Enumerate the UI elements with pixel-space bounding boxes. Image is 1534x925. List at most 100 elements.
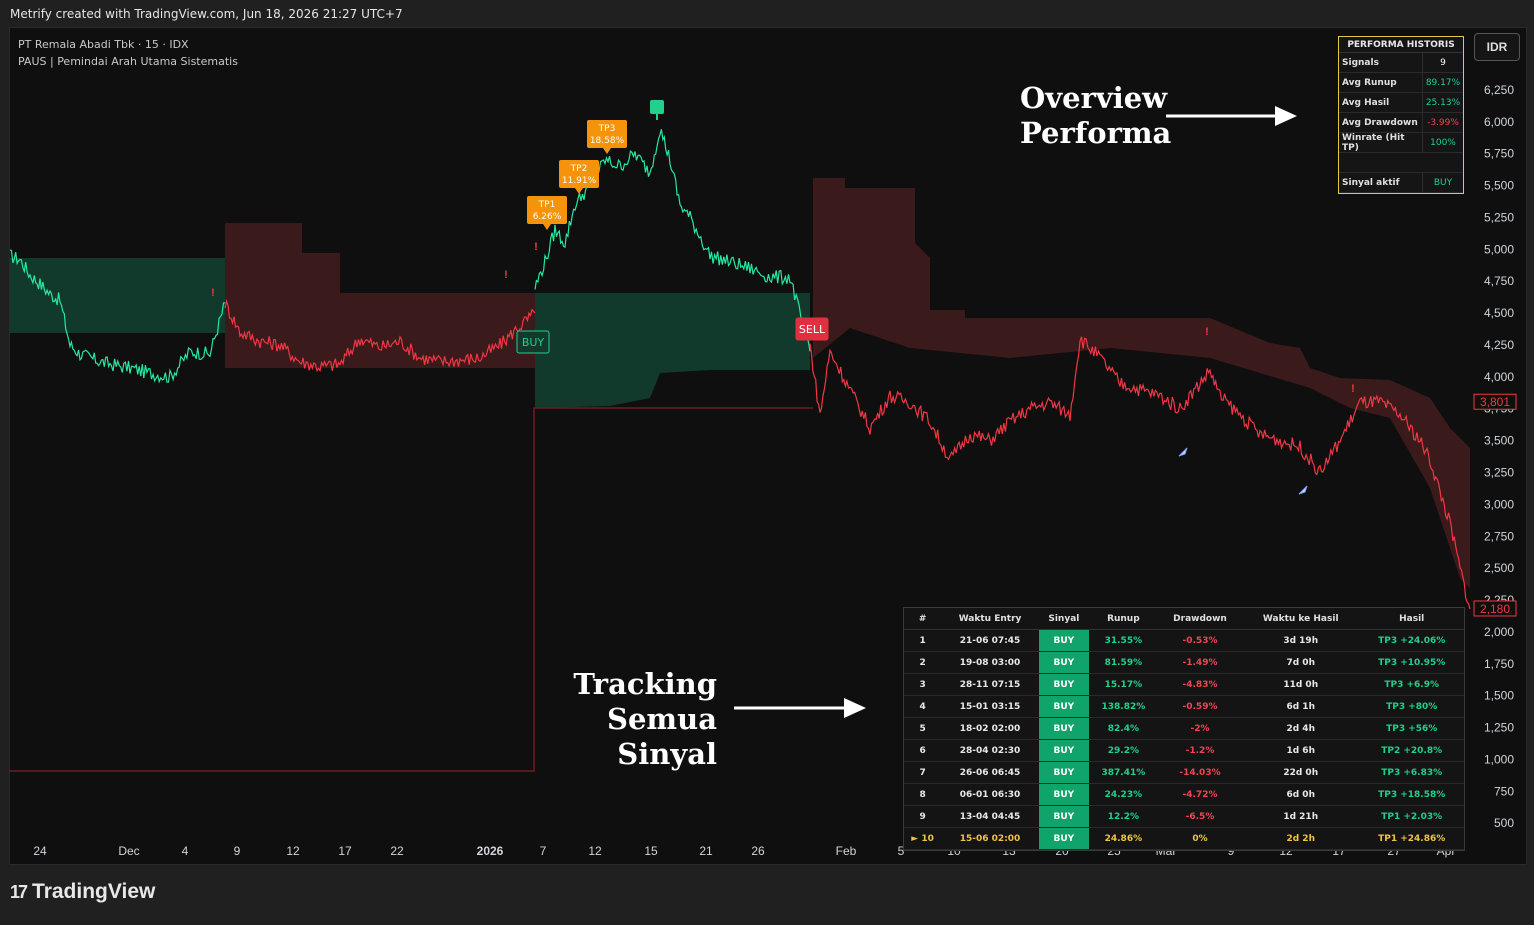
x-tick-label: Feb <box>836 844 857 858</box>
x-tick-label: 4 <box>182 844 189 858</box>
take-profit-pointer <box>603 148 611 154</box>
tracker-cell-result: TP1 +24.86% <box>1359 827 1464 850</box>
sell-signal-marker <box>795 317 829 341</box>
last-price-label: 2,180 <box>1480 602 1510 616</box>
x-tick-label: 12 <box>588 844 602 858</box>
warning-mark: ! <box>534 241 538 253</box>
tracker-cell-signal: BUY <box>1038 717 1089 740</box>
x-tick-label: 5 <box>898 844 905 858</box>
symbol-label[interactable]: PT Remala Abadi Tbk · 15 · IDX <box>18 38 189 51</box>
tradingview-logo-icon: 17 <box>10 881 28 902</box>
x-tick-label: 22 <box>390 844 404 858</box>
performance-value: 89.17% <box>1425 77 1461 88</box>
active-signal-row: Sinyal aktif BUY <box>1339 173 1463 193</box>
tracker-cell-time: 1d 6h <box>1242 739 1360 762</box>
chart-legend: PT Remala Abadi Tbk · 15 · IDX PAUS | Pe… <box>18 36 238 70</box>
tracker-cell-result: TP3 +24.06% <box>1359 629 1464 652</box>
tracker-cell-entry: 26-06 06:45 <box>941 761 1039 784</box>
x-tick-label: 15 <box>644 844 658 858</box>
tracker-cell-drawdown: -14.03% <box>1157 761 1243 784</box>
price-series-bull-2 <box>534 129 811 352</box>
tradingview-logo[interactable]: 17 TradingView <box>10 880 155 904</box>
overview-line-2: Performa <box>1020 116 1172 150</box>
take-profit-name: TP3 <box>598 124 616 134</box>
y-tick-label: 500 <box>1494 816 1514 830</box>
performance-label: Avg Runup <box>1339 73 1423 92</box>
stop-line <box>10 407 813 772</box>
performance-panel: PERFORMA HISTORIS Signals 9 Avg Runup 89.17… <box>1338 36 1464 194</box>
y-tick-label: 5,250 <box>1484 210 1514 224</box>
tradingview-logo-text: TradingView <box>32 880 156 903</box>
tracker-cell-drawdown: -2% <box>1157 717 1243 740</box>
tracker-cell-time: 3d 19h <box>1242 629 1360 652</box>
tracker-cell-time: 2d 4h <box>1242 717 1360 740</box>
tracker-cell-runup: 81.59% <box>1088 651 1158 674</box>
take-profit-marker <box>587 120 627 148</box>
price-series-bear-1 <box>224 298 536 373</box>
currency-button[interactable]: IDR <box>1474 33 1520 61</box>
tracker-cell-time: 6d 1h <box>1242 695 1360 718</box>
warning-mark: ! <box>504 269 508 281</box>
tracker-cell-drawdown: -1.2% <box>1157 739 1243 762</box>
tracker-cell-result: TP3 +56% <box>1359 717 1464 740</box>
tracker-cell-drawdown: -6.5% <box>1157 805 1243 828</box>
last-price-box <box>1473 600 1517 617</box>
y-tick-label: 750 <box>1494 784 1514 798</box>
tracker-cell-time: 7d 0h <box>1242 651 1360 674</box>
tracker-row: 5 18-02 02:00 BUY 82.4% -2% 2d 4h TP3 +56% <box>904 717 1464 740</box>
tracker-cell-signal: BUY <box>1038 761 1089 784</box>
y-tick-label: 3,000 <box>1484 497 1514 511</box>
tracker-cell-result: TP3 +10.95% <box>1359 651 1464 674</box>
tracker-cell-entry: 13-04 04:45 <box>941 805 1039 828</box>
performance-value: -3.99% <box>1427 117 1459 128</box>
tracker-cell-signal: BUY <box>1038 651 1089 674</box>
x-tick-label: 21 <box>699 844 713 858</box>
tracker-cell-runup: 24.86% <box>1088 827 1158 850</box>
tracker-cell-drawdown: -0.53% <box>1157 629 1243 652</box>
x-tick-label: 26 <box>751 844 765 858</box>
performance-row: Avg Hasil 25.13% <box>1339 93 1463 113</box>
x-tick-label: 17 <box>338 844 352 858</box>
tracker-cell-entry: 06-01 06:30 <box>941 783 1039 806</box>
y-tick-label: 3,500 <box>1484 434 1514 448</box>
tracker-cell-entry: 18-02 02:00 <box>941 717 1039 740</box>
x-tick-label: 24 <box>33 844 47 858</box>
peak-marker <box>650 100 664 114</box>
chart-frame[interactable]: 6,250 6,000 5,750 5,500 5,250 5,000 4,750 4,500… <box>9 27 1527 865</box>
price-chart[interactable]: 6,250 6,000 5,750 5,500 5,250 5,000 4,750 4,500… <box>10 28 1526 864</box>
active-signal-label: Sinyal aktif <box>1339 173 1423 192</box>
overview-line-1: Overview <box>1020 81 1168 115</box>
performance-row: Signals 9 <box>1339 53 1463 73</box>
y-tick-label: 3,250 <box>1484 466 1514 480</box>
tracker-cell-drawdown: -0.59% <box>1157 695 1243 718</box>
tracker-cell-entry: 21-06 07:45 <box>941 629 1039 652</box>
y-tick-label: 1,000 <box>1484 752 1514 766</box>
last-price-label: 3,801 <box>1480 395 1510 409</box>
performance-label: Avg Hasil <box>1339 93 1423 112</box>
tracker-cell-no: 5 <box>904 717 942 740</box>
sell-signal-label: SELL <box>799 323 826 336</box>
take-profit-value: 11.91% <box>562 176 597 186</box>
attribution-text: Metrify created with TradingView.com, Ju… <box>10 7 403 21</box>
bear-zone-2 <box>813 178 1470 588</box>
y-tick-label: 5,500 <box>1484 179 1514 193</box>
tracker-cell-drawdown: -1.49% <box>1157 651 1243 674</box>
tracker-cell-runup: 31.55% <box>1088 629 1158 652</box>
tracker-cell-no: ► 10 <box>904 827 942 850</box>
y-tick-label: 1,750 <box>1484 657 1514 671</box>
tracker-cell-drawdown: -4.72% <box>1157 783 1243 806</box>
overview-annotation: Overview Performa <box>1020 81 1171 151</box>
tracker-header-cell: Waktu Entry <box>941 608 1039 630</box>
tracker-cell-entry: 19-08 03:00 <box>941 651 1039 674</box>
tracker-header-cell: Drawdown <box>1157 608 1243 630</box>
take-profit-pointer <box>543 224 551 230</box>
tracker-cell-no: 7 <box>904 761 942 784</box>
take-profit-value: 18.58% <box>590 136 625 146</box>
tracker-row: 7 26-06 06:45 BUY 387.41% -14.03% 22d 0h TP3 +… <box>904 761 1464 784</box>
performance-label: Avg Drawdown <box>1339 113 1423 132</box>
tracker-cell-runup: 12.2% <box>1088 805 1158 828</box>
indicator-label[interactable]: PAUS | Pemindai Arah Utama Sistematis <box>18 55 238 68</box>
performance-value: 9 <box>1440 57 1446 68</box>
tracker-cell-no: 3 <box>904 673 942 696</box>
tracker-cell-no: 2 <box>904 651 942 674</box>
